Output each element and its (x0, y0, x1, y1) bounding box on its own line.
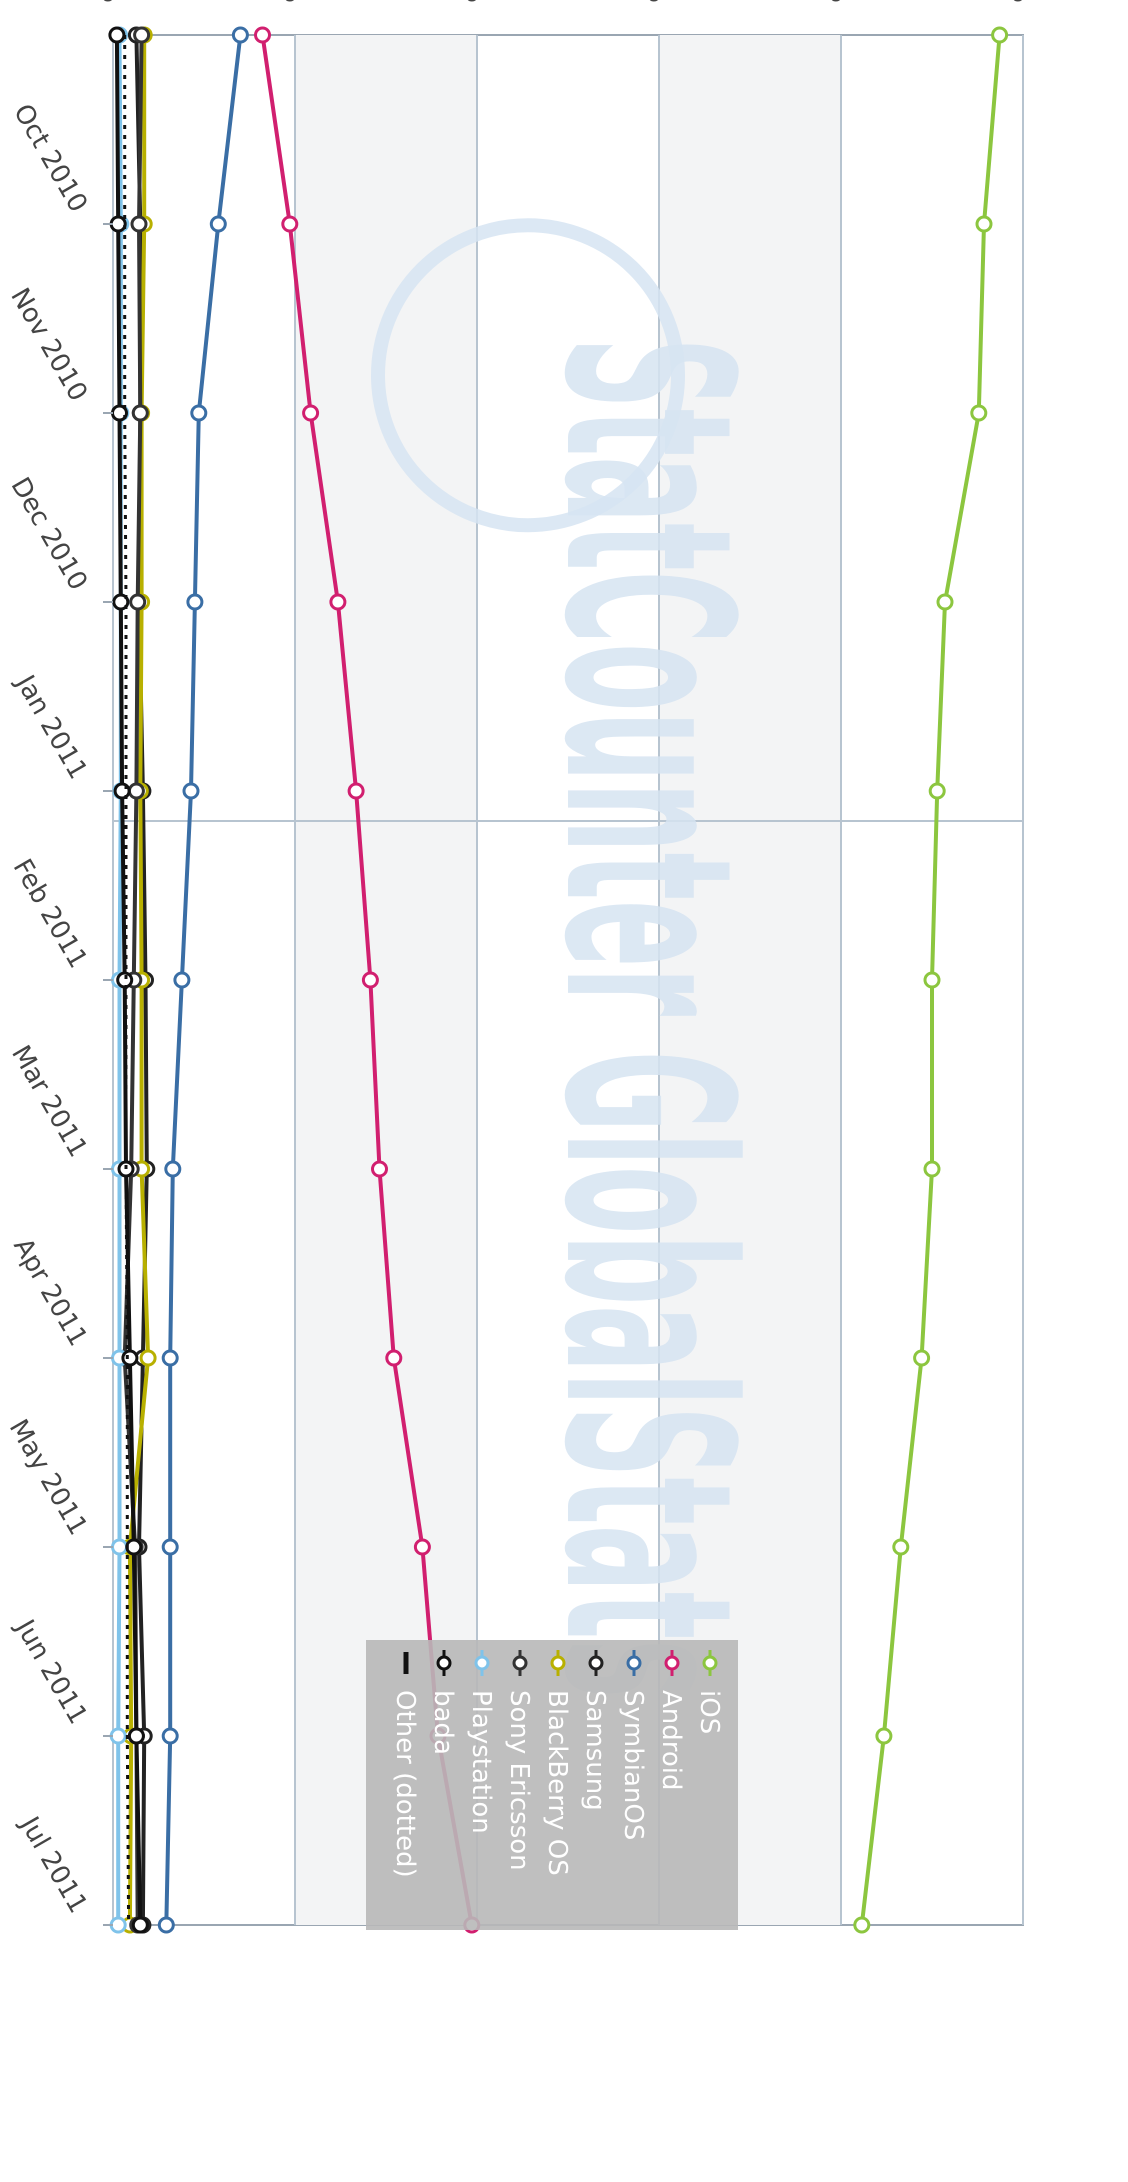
x-tick-label-3: Jan 2011 (9, 669, 93, 785)
series-point-1-3 (329, 593, 347, 611)
grid-bands (295, 35, 841, 1925)
legend-label-7: bada (428, 1690, 458, 1755)
legend-box (366, 1640, 738, 1930)
series-point-1-0 (254, 26, 271, 44)
series-point-0-7 (913, 1349, 931, 1367)
series-point-2-5 (173, 971, 191, 989)
series-point-2-9 (161, 1727, 179, 1745)
legend-label-1: Android (656, 1690, 686, 1791)
x-tick-label-4: Feb 2011 (7, 854, 93, 973)
series-point-4-7 (139, 1349, 157, 1367)
series-point-1-4 (347, 782, 365, 800)
series-point-6-8 (111, 1538, 128, 1556)
legend-swatch-5 (512, 1655, 528, 1671)
series-point-1-5 (361, 971, 379, 989)
series-point-1-7 (385, 1349, 403, 1367)
series-group (108, 26, 1009, 1934)
series-point-0-6 (923, 1160, 941, 1178)
y-tick-label-2: 28% (460, 0, 490, 3)
series-point-2-3 (186, 593, 204, 611)
series-point-2-2 (190, 404, 208, 422)
series-point-2-6 (164, 1160, 182, 1178)
series-point-7-8 (125, 1538, 143, 1556)
legend-label-6: Playstation (466, 1690, 496, 1834)
series-point-0-4 (928, 782, 946, 800)
x-tick-label-6: Apr 2011 (7, 1233, 93, 1351)
series-point-0-3 (936, 593, 954, 611)
statcounter-watermark: StatCounter GlobalStats (371, 218, 780, 1698)
watermark-text: StatCounter GlobalStats (513, 337, 780, 1698)
series-point-1-8 (413, 1538, 431, 1556)
x-tick-label-9: Jul 2011 (13, 1810, 93, 1918)
series-point-5-3 (129, 593, 147, 611)
legend-label-2: SymbianOS (618, 1690, 648, 1840)
x-tick-label-7: May 2011 (3, 1414, 93, 1540)
legend-swatch-7 (436, 1655, 452, 1671)
series-point-0-1 (975, 215, 993, 233)
chart-rotated-group: StatCounter GlobalStats 0% 14% 28% 42% 56% 70… (3, 0, 1036, 1934)
series-point-5-4 (127, 782, 145, 800)
series-point-2-8 (161, 1538, 179, 1556)
x-tick-label-8: Jun 2011 (8, 1613, 93, 1729)
series-point-7-10 (131, 1916, 149, 1934)
watermark-globe (371, 218, 685, 533)
series-point-7-0 (108, 26, 126, 44)
series-point-5-1 (130, 215, 148, 233)
x-tick-label-1: Nov 2010 (4, 283, 93, 406)
legend-swatch-0 (702, 1655, 718, 1671)
series-point-7-6 (117, 1160, 135, 1178)
legend-label-0: iOS (694, 1690, 724, 1734)
y-tick-label-1: 14% (278, 0, 308, 3)
legend-swatch-6 (474, 1655, 490, 1671)
legend-label-3: Samsung (580, 1690, 610, 1811)
series-point-0-10 (853, 1916, 871, 1934)
series-point-5-2 (131, 404, 149, 422)
legend-swatch-2 (626, 1655, 642, 1671)
grid-band-0 (295, 35, 477, 1925)
y-tick-label-3: 42% (642, 0, 672, 3)
grid-lines (112, 35, 1024, 1925)
series-point-7-1 (109, 215, 127, 233)
series-point-0-2 (970, 404, 988, 422)
grid-band-1 (659, 35, 841, 1925)
series-point-0-8 (892, 1538, 910, 1556)
legend-swatch-3 (588, 1655, 604, 1671)
series-point-7-3 (112, 593, 130, 611)
y-tick-label-0: 0% (96, 0, 126, 3)
series-point-0-5 (923, 971, 941, 989)
series-point-1-1 (281, 215, 299, 233)
legend-label-8: Other (dotted) (390, 1690, 420, 1878)
y-tick-label-4: 56% (824, 0, 854, 3)
legend: iOS Android SymbianOS Samsung BlackBerry OS S… (366, 1640, 738, 1930)
legend-swatch-4 (550, 1655, 566, 1671)
legend-label-5: Sony Ericsson (504, 1690, 534, 1871)
series-point-2-1 (209, 215, 227, 233)
series-point-0-0 (991, 26, 1009, 44)
series-point-1-2 (302, 404, 320, 422)
series-point-2-4 (182, 782, 200, 800)
legend-swatch-1 (664, 1655, 680, 1671)
series-point-2-10 (157, 1916, 175, 1934)
series-point-7-7 (121, 1349, 139, 1367)
series-point-5-0 (133, 26, 151, 44)
series-point-1-6 (371, 1160, 388, 1178)
series-point-7-9 (127, 1727, 145, 1745)
series-point-2-0 (231, 26, 249, 44)
series-point-2-7 (161, 1349, 179, 1367)
x-tick-label-0: Oct 2010 (7, 99, 93, 217)
series-point-0-9 (875, 1727, 893, 1745)
legend-label-4: BlackBerry OS (542, 1690, 572, 1876)
series-point-6-9 (109, 1727, 127, 1745)
x-tick-label-2: Dec 2010 (5, 472, 93, 595)
y-tick-label-5: 70% (1006, 0, 1036, 3)
series-point-6-10 (109, 1916, 127, 1934)
x-tick-label-5: Mar 2011 (5, 1041, 93, 1163)
